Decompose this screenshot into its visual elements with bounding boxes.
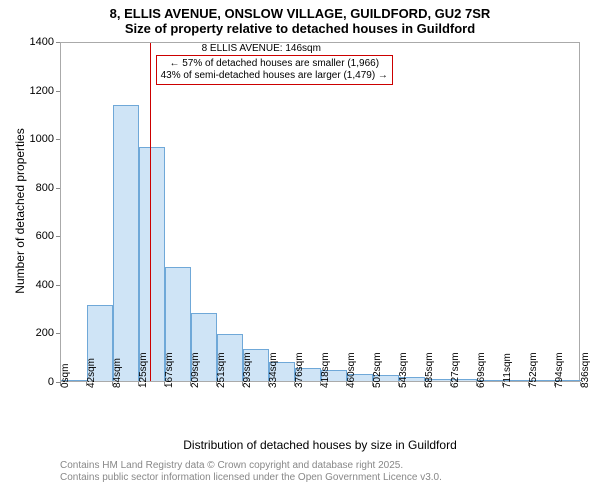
y-tick-label: 200 [0,327,54,339]
footer-line-1: Contains HM Land Registry data © Crown c… [60,460,442,472]
x-axis-title: Distribution of detached houses by size … [60,438,580,452]
y-tick-label: 1200 [0,85,54,97]
y-tick-label: 800 [0,182,54,194]
y-tick-label: 1400 [0,36,54,48]
histogram-bar [113,105,139,381]
chart-title-main: 8, ELLIS AVENUE, ONSLOW VILLAGE, GUILDFO… [0,0,600,21]
histogram-bar [139,147,165,381]
annotation-line-1: ← 57% of detached houses are smaller (1,… [161,58,388,70]
y-tick-label: 0 [0,376,54,388]
y-tick-label: 1000 [0,133,54,145]
chart-title-sub: Size of property relative to detached ho… [0,21,600,38]
annotation-line-2: 43% of semi-detached houses are larger (… [161,70,388,82]
chart-container: 8, ELLIS AVENUE, ONSLOW VILLAGE, GUILDFO… [0,0,600,500]
y-tick-label: 600 [0,230,54,242]
plot-area: ← 57% of detached houses are smaller (1,… [60,42,580,382]
y-axis-title: Number of detached properties [13,111,27,311]
footer-line-2: Contains public sector information licen… [60,472,442,484]
annotation-title: 8 ELLIS AVENUE: 146sqm [200,43,323,54]
y-tick-label: 400 [0,279,54,291]
annotation-box: ← 57% of detached houses are smaller (1,… [156,55,393,85]
footer-attribution: Contains HM Land Registry data © Crown c… [60,460,442,484]
reference-line [150,43,151,381]
